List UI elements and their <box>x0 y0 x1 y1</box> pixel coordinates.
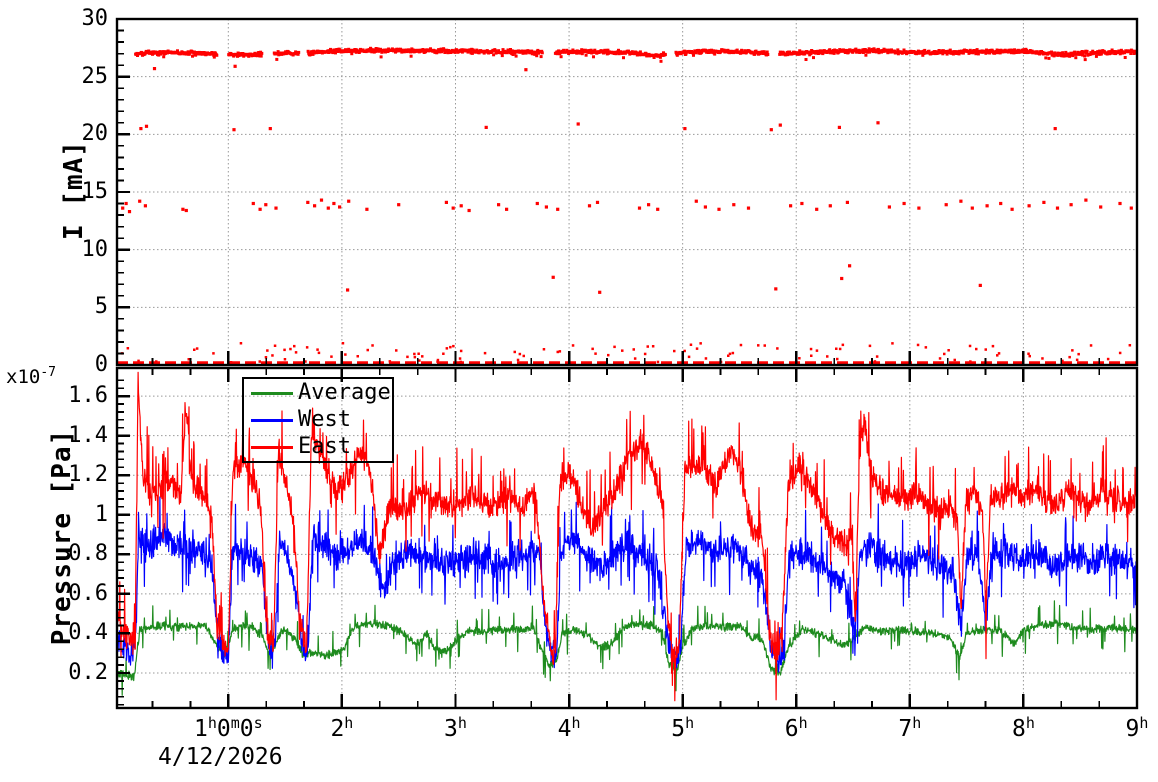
bottom-y-tick-label: 0.4 <box>68 620 108 646</box>
x-tick-label: 7h <box>898 714 922 742</box>
pressure-scale-label: x10-7 <box>6 365 56 388</box>
top-y-tick-label: 10 <box>81 236 109 262</box>
x-tick-label: 1h0m0s <box>193 714 263 742</box>
bottom-y-tick-label: 0.8 <box>68 541 108 567</box>
bottom-y-tick-label: 0.6 <box>68 580 108 606</box>
west-line-sample <box>251 418 293 422</box>
east-line-sample <box>251 445 293 449</box>
legend-box: Average West East <box>242 377 394 463</box>
legend-label-west: West <box>298 407 351 432</box>
top-y-tick-label: 15 <box>81 179 109 204</box>
bottom-y-tick-label: 0.2 <box>68 659 108 685</box>
bottom-y-tick-label: 1.2 <box>68 462 108 488</box>
average-line-sample <box>251 391 293 395</box>
x-tick-label: 8h <box>1011 714 1035 742</box>
legend-label-average: Average <box>298 380 391 405</box>
legend-label-east: East <box>298 434 351 459</box>
scale-exponent: -7 <box>40 365 56 380</box>
bottom-y-tick-label: 1.4 <box>68 422 108 448</box>
top-y-tick-label: 25 <box>81 63 109 89</box>
top-y-tick-label: 20 <box>81 121 109 147</box>
bottom-y-tick-label: 1 <box>94 501 108 527</box>
legend-item-east: East <box>244 434 392 460</box>
top-y-tick-label: 0 <box>94 352 108 377</box>
x-tick-label: 6h <box>784 714 808 742</box>
legend-item-west: West <box>244 407 392 433</box>
top-y-tick-label: 5 <box>94 294 108 320</box>
bottom-y-tick-label: 1.6 <box>68 383 108 409</box>
x-tick-label: 2h <box>330 714 354 742</box>
scale-prefix: x10 <box>6 366 41 388</box>
x-axis-date-label: 4/12/2026 <box>158 744 283 770</box>
legend-item-average: Average <box>244 380 392 406</box>
x-tick-label: 5h <box>671 714 695 742</box>
x-tick-label: 4h <box>557 714 581 742</box>
top-y-tick-label: 30 <box>81 6 109 31</box>
x-tick-label: 9h <box>1125 714 1149 742</box>
x-tick-label: 3h <box>444 714 467 742</box>
